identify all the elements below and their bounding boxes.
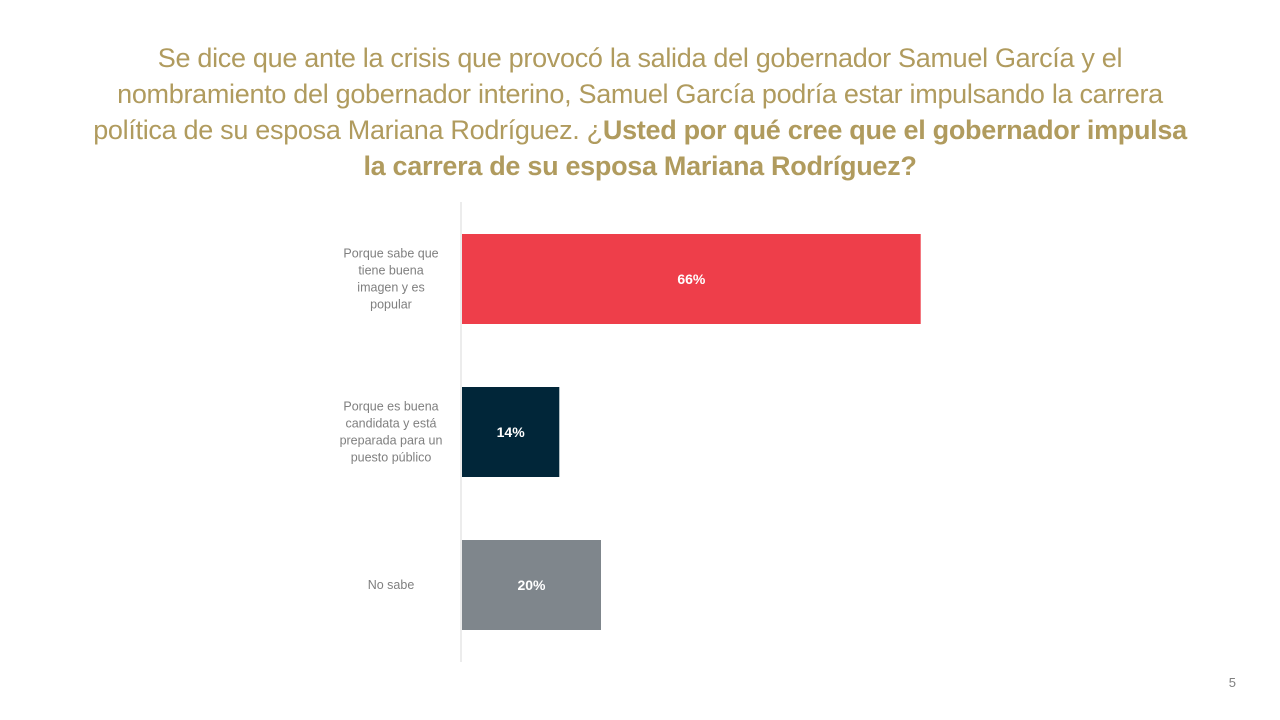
- title-question: Usted por qué cree que el gobernador imp…: [363, 115, 1187, 181]
- category-label-line: Porque sabe que: [343, 247, 438, 261]
- category-label-2: Porque es buena candidata y está preparada…: [340, 400, 443, 465]
- page-number: 5: [1228, 675, 1236, 690]
- bar-2: [462, 387, 560, 477]
- category-label-line: No sabe: [368, 578, 415, 592]
- category-label-line: puesto público: [351, 451, 432, 465]
- category-label-line: popular: [370, 298, 412, 312]
- bar-1: [462, 234, 921, 324]
- data-label-3: 20%: [517, 577, 546, 593]
- bar-3: [462, 540, 601, 630]
- slide-title: Se dice que ante la crisis que provocó l…: [80, 40, 1200, 184]
- category-label-3: No sabe: [368, 578, 415, 592]
- data-label-1: 66%: [677, 271, 706, 287]
- category-label-line: candidata y está: [345, 417, 436, 431]
- category-label-line: preparada para un: [340, 434, 443, 448]
- data-label-2: 14%: [497, 424, 526, 440]
- category-label-1: Porque sabe que tiene buena imagen y es pop…: [343, 247, 438, 312]
- category-label-line: imagen y es: [357, 281, 424, 295]
- category-label-line: Porque es buena: [343, 400, 438, 414]
- category-label-line: tiene buena: [358, 264, 423, 278]
- title-lead: Se dice que ante la crisis que provocó l…: [93, 43, 1163, 145]
